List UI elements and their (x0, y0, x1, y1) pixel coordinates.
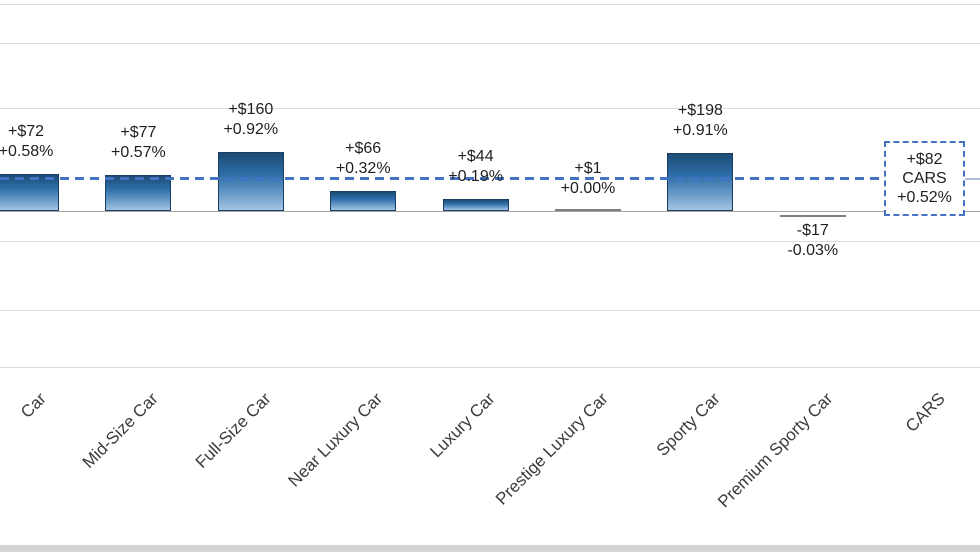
bar (217, 152, 284, 211)
value-pct: +0.57% (111, 144, 166, 161)
bottom-edge-strip (0, 545, 980, 552)
axis-label: Car (16, 389, 50, 422)
gridline (0, 241, 980, 242)
value-pct: +0.92% (223, 121, 279, 138)
gridline (0, 43, 980, 44)
value-label: +$72 +0.58% (0, 122, 53, 162)
axis-label: Prestige Luxury Car (491, 389, 612, 509)
value-label: -$17 -0.03% (787, 221, 838, 261)
cars-summary-category: CARS (902, 170, 947, 187)
cars-summary-box: +$82 CARS +0.52% (884, 141, 965, 216)
value-dollar: +$72 (7, 123, 45, 140)
value-label: +$66 +0.32% (336, 139, 391, 179)
value-dollar: +$77 (120, 124, 157, 141)
axis-label: Near Luxury Car (285, 389, 387, 491)
bar (330, 191, 397, 211)
value-pct: -0.03% (787, 242, 839, 259)
value-label: +$160 +0.92% (223, 100, 278, 140)
value-dollar: +$160 (228, 101, 274, 118)
bar (442, 199, 509, 211)
axis-label: CARS (901, 389, 949, 436)
gridline (0, 4, 980, 5)
value-label: +$1 +0.00% (561, 159, 616, 199)
value-dollar: -$17 (796, 222, 829, 239)
value-label: +$77 +0.57% (111, 123, 166, 163)
gridline (0, 108, 980, 109)
value-pct: +0.58% (0, 143, 54, 160)
value-dollar: +$66 (345, 140, 382, 157)
value-dollar: +$44 (457, 148, 494, 165)
axis-label: Luxury Car (426, 389, 500, 462)
bar-near-zero (779, 215, 846, 217)
value-pct: +0.91% (673, 122, 728, 139)
value-dollar: +$198 (677, 102, 723, 119)
bar (105, 175, 172, 211)
bar-near-zero (555, 209, 621, 211)
bar (0, 174, 59, 211)
value-pct: +0.00% (560, 180, 616, 197)
cars-summary-dollar: +$82 (906, 151, 943, 168)
value-pct: +0.19% (448, 168, 503, 185)
gridline (0, 310, 980, 311)
bar (667, 153, 734, 211)
value-dollar: +$1 (574, 160, 602, 177)
average-dashed-line (0, 177, 884, 180)
zero-axis-line (0, 211, 980, 212)
value-label: +$44 +0.19% (448, 147, 503, 187)
axis-label: Full-Size Car (191, 389, 275, 472)
axis-label: Mid-Size Car (78, 389, 162, 472)
cars-summary-pct_label: +0.52% (897, 189, 952, 206)
gridline (0, 367, 980, 368)
axis-label: Premium Sporty Car (713, 389, 837, 512)
average-line-tail (963, 178, 980, 180)
value-label: +$198 +0.91% (673, 101, 728, 141)
value-pct: +0.32% (335, 160, 391, 177)
axis-label: Sporty Car (652, 389, 724, 460)
